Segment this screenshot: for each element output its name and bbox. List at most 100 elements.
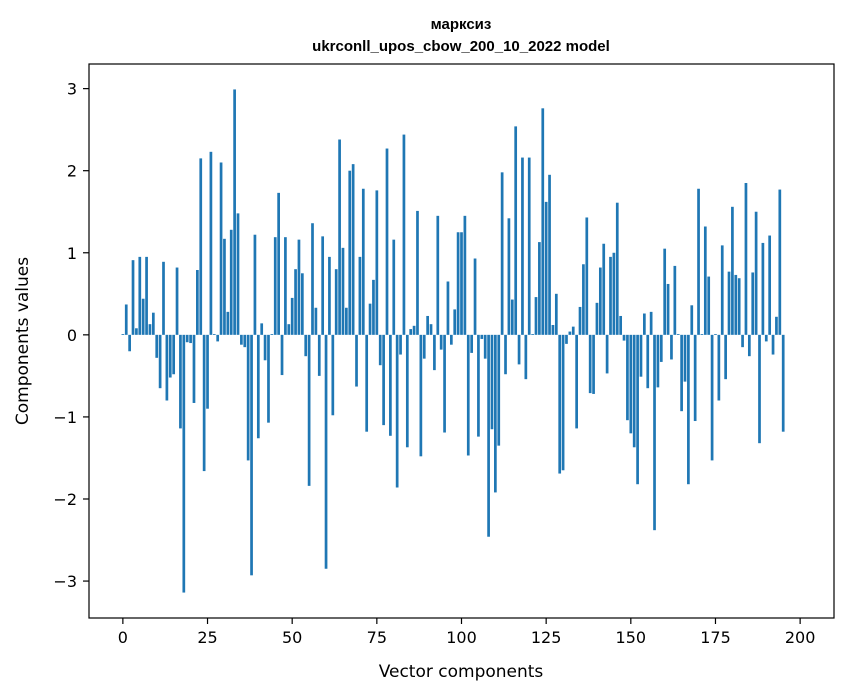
bar-142 — [602, 243, 606, 335]
x-tick-label: 50 — [282, 628, 302, 647]
bar-35 — [240, 334, 243, 345]
bar-17 — [179, 334, 182, 429]
bar-110 — [494, 334, 497, 493]
bar-134 — [575, 334, 578, 429]
plot-area-frame — [88, 63, 835, 619]
bar-85 — [409, 329, 413, 335]
bar-51 — [294, 269, 297, 335]
bar-32 — [229, 229, 233, 335]
bar-166 — [683, 334, 687, 382]
bar-119 — [524, 334, 528, 380]
bar-83 — [402, 134, 406, 335]
bar-154 — [643, 313, 646, 335]
bar-188 — [758, 334, 761, 444]
bar-18 — [182, 334, 186, 593]
bar-107 — [483, 334, 487, 359]
bar-123 — [538, 242, 541, 335]
bar-92 — [433, 334, 436, 371]
bar-171 — [700, 334, 704, 335]
bar-138 — [588, 334, 592, 394]
bar-145 — [612, 252, 616, 335]
bar-99 — [456, 232, 460, 335]
bar-98 — [453, 309, 457, 335]
bar-39 — [253, 234, 257, 335]
x-tick-label: 125 — [531, 628, 562, 647]
bar-175 — [714, 334, 717, 335]
bar-176 — [717, 334, 721, 401]
bar-189 — [761, 242, 765, 335]
bar-146 — [615, 202, 619, 335]
bar-164 — [676, 334, 680, 335]
bar-81 — [395, 334, 399, 488]
bars-group — [121, 89, 785, 593]
bar-133 — [571, 326, 575, 335]
bar-74 — [372, 279, 375, 335]
bar-96 — [446, 281, 450, 335]
bar-66 — [345, 307, 348, 335]
bar-45 — [273, 237, 277, 335]
bar-6 — [141, 298, 145, 335]
bar-173 — [707, 276, 711, 335]
x-tick-label: 175 — [700, 628, 731, 647]
bar-174 — [710, 334, 714, 461]
y-tick-label: 3 — [67, 80, 77, 99]
bar-104 — [473, 258, 477, 335]
y-tick-label: 1 — [67, 244, 77, 263]
x-tick-label: 25 — [197, 628, 217, 647]
bar-76 — [378, 334, 382, 366]
bar-167 — [687, 334, 690, 485]
bar-186 — [751, 272, 755, 335]
bar-124 — [541, 108, 545, 335]
bar-195 — [781, 334, 785, 432]
bar-42 — [263, 334, 267, 361]
bar-179 — [727, 271, 731, 335]
bar-101 — [463, 215, 467, 335]
bar-16 — [175, 267, 179, 335]
bar-141 — [598, 267, 602, 335]
bar-177 — [720, 245, 724, 335]
bar-70 — [358, 256, 362, 335]
bar-117 — [517, 334, 521, 365]
bar-94 — [439, 334, 443, 350]
bar-80 — [392, 239, 396, 335]
bar-155 — [646, 334, 650, 389]
bar-157 — [653, 334, 656, 531]
bar-29 — [219, 162, 223, 335]
bar-71 — [361, 188, 365, 335]
bar-125 — [544, 201, 548, 335]
bar-182 — [737, 278, 741, 335]
chart-subtitle: ukrconll_upos_cbow_200_10_2022 model — [312, 38, 610, 55]
bar-93 — [436, 215, 440, 335]
bar-63 — [334, 269, 338, 335]
bar-129 — [558, 334, 562, 474]
y-axis: −3 −2 −1 0 1 2 3 — [53, 80, 89, 591]
x-axis: 0 25 50 75 100 125 150 175 200 — [118, 618, 815, 647]
bar-193 — [775, 316, 778, 335]
bar-132 — [568, 331, 572, 335]
bar-192 — [771, 334, 775, 355]
bar-148 — [622, 334, 626, 341]
bar-79 — [389, 334, 392, 436]
bar-111 — [497, 334, 501, 446]
bar-69 — [355, 334, 358, 387]
bar-88 — [419, 334, 423, 457]
bar-112 — [500, 172, 504, 335]
bar-82 — [399, 334, 402, 355]
bar-191 — [768, 235, 772, 335]
bar-41 — [260, 323, 264, 335]
bar-106 — [480, 334, 484, 339]
bar-30 — [223, 238, 226, 335]
bar-116 — [514, 126, 518, 335]
bar-53 — [300, 273, 304, 335]
bar-21 — [192, 334, 196, 403]
bar-38 — [250, 334, 253, 576]
bar-113 — [504, 334, 507, 375]
bar-14 — [168, 334, 172, 378]
bar-31 — [226, 311, 230, 335]
bar-102 — [466, 334, 470, 456]
bar-5 — [138, 256, 142, 335]
bar-122 — [534, 297, 538, 335]
bar-8 — [148, 324, 152, 335]
bar-152 — [636, 334, 639, 485]
bar-131 — [565, 334, 568, 344]
